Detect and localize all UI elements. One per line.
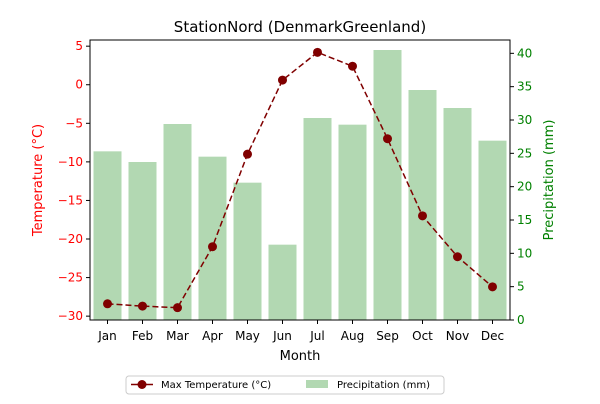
precipitation-bar <box>303 118 332 320</box>
legend-label-precipitation: Precipitation (mm) <box>337 380 430 391</box>
x-axis-tick-label: Nov <box>446 329 469 343</box>
left-axis-tick-label: −20 <box>58 232 83 246</box>
plot-frame <box>89 39 511 321</box>
right-axis-tick-label: 35 <box>517 80 532 94</box>
temperature-point <box>313 47 322 57</box>
left-axis-tick-label: −10 <box>58 155 83 169</box>
right-axis-tick-label: 5 <box>517 280 525 294</box>
temperature-point <box>383 134 392 144</box>
x-axis-tick-label: May <box>235 329 260 343</box>
temperature-point <box>173 303 182 313</box>
left-axis-tick-label: −5 <box>65 116 83 130</box>
precipitation-bar <box>198 156 227 320</box>
x-axis-tick-label: Aug <box>341 329 364 343</box>
legend-bar-swatch <box>306 380 328 388</box>
temperature-point <box>348 61 357 71</box>
precipitation-bar <box>163 124 192 320</box>
temperature-point <box>138 301 147 311</box>
x-axis-tick-label: Apr <box>202 329 223 343</box>
month-axis: Jan Feb Mar Apr May Jun Jul Aug Sep Oct Nov Dec <box>97 320 504 343</box>
temperature-series-line <box>107 51 493 309</box>
precipitation-bars <box>93 50 507 321</box>
left-axis-tick-label: 5 <box>75 39 83 53</box>
right-axis-tick-label: 25 <box>517 146 532 160</box>
right-axis-label: Precipitation (mm) <box>542 120 557 241</box>
precipitation-bar <box>478 140 507 320</box>
legend-label-temperature: Max Temperature (°C) <box>161 380 271 391</box>
right-axis-tick-label: 15 <box>517 213 532 227</box>
left-axis-label: Temperature (°C) <box>31 124 46 237</box>
right-axis-tick-label: 0 <box>517 313 525 327</box>
legend-frame <box>125 375 445 395</box>
x-axis-tick-label: Sep <box>376 329 399 343</box>
left-axis-tick-label: −25 <box>58 271 83 285</box>
temperature-point <box>208 242 217 252</box>
precipitation-bar <box>128 162 157 320</box>
temperature-point <box>488 282 497 292</box>
left-axis-tick-label: −30 <box>58 309 83 323</box>
x-axis-tick-label: Mar <box>166 329 189 343</box>
right-axis-tick-label: 30 <box>517 113 532 127</box>
chart-title: StationNord (DenmarkGreenland) <box>174 18 426 36</box>
right-axis-tick-label: 40 <box>517 46 532 60</box>
x-axis-tick-label: Oct <box>412 329 433 343</box>
x-axis-tick-label: Jan <box>97 329 117 343</box>
temperature-point <box>243 149 252 159</box>
precipitation-bar <box>373 50 402 320</box>
temperature-line <box>103 47 497 313</box>
x-axis-tick-label: Dec <box>481 329 504 343</box>
temperature-point <box>278 75 287 85</box>
right-axis-tick-label: 20 <box>517 180 532 194</box>
temperature-axis: −30 −25 −20 −15 −10 −5 0 5 <box>58 39 90 323</box>
right-axis-tick-label: 10 <box>517 246 532 260</box>
precipitation-bar <box>268 244 297 320</box>
x-axis-label: Month <box>280 349 321 364</box>
left-axis-tick-label: −15 <box>58 193 83 207</box>
legend-line-marker <box>137 380 147 389</box>
legend: Max Temperature (°C) Precipitation (mm) <box>125 375 445 395</box>
left-axis-tick-label: 0 <box>75 78 83 92</box>
precipitation-bar <box>443 108 472 320</box>
precipitation-bar <box>93 151 122 320</box>
precipitation-axis: 0 5 10 15 20 25 30 35 40 <box>510 46 532 327</box>
temperature-point <box>103 299 112 309</box>
temperature-point <box>453 252 462 262</box>
precipitation-bar <box>338 124 367 321</box>
x-axis-tick-label: Jun <box>272 329 292 343</box>
temperature-point <box>418 211 427 221</box>
precipitation-bar <box>408 90 437 320</box>
precipitation-bar <box>233 182 262 320</box>
x-axis-tick-label: Feb <box>132 329 153 343</box>
x-axis-tick-label: Jul <box>309 329 324 343</box>
